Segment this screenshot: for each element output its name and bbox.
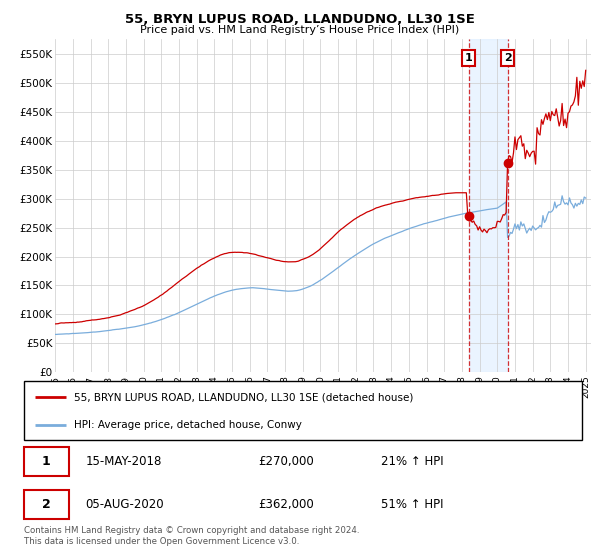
- Text: HPI: Average price, detached house, Conwy: HPI: Average price, detached house, Conw…: [74, 420, 302, 430]
- Text: 1: 1: [42, 455, 50, 468]
- Text: 2: 2: [42, 498, 50, 511]
- Text: 2: 2: [504, 53, 511, 63]
- FancyBboxPatch shape: [24, 447, 68, 475]
- Text: 55, BRYN LUPUS ROAD, LLANDUDNO, LL30 1SE: 55, BRYN LUPUS ROAD, LLANDUDNO, LL30 1SE: [125, 13, 475, 26]
- Text: 15-MAY-2018: 15-MAY-2018: [85, 455, 162, 468]
- Text: 05-AUG-2020: 05-AUG-2020: [85, 498, 164, 511]
- Text: Contains HM Land Registry data © Crown copyright and database right 2024.
This d: Contains HM Land Registry data © Crown c…: [24, 526, 359, 546]
- Text: 55, BRYN LUPUS ROAD, LLANDUDNO, LL30 1SE (detached house): 55, BRYN LUPUS ROAD, LLANDUDNO, LL30 1SE…: [74, 392, 413, 402]
- FancyBboxPatch shape: [24, 491, 68, 519]
- Text: 21% ↑ HPI: 21% ↑ HPI: [381, 455, 444, 468]
- Text: Price paid vs. HM Land Registry’s House Price Index (HPI): Price paid vs. HM Land Registry’s House …: [140, 25, 460, 35]
- Text: £362,000: £362,000: [259, 498, 314, 511]
- Text: 1: 1: [464, 53, 472, 63]
- Text: 51% ↑ HPI: 51% ↑ HPI: [381, 498, 443, 511]
- Bar: [469, 39, 508, 372]
- Text: £270,000: £270,000: [259, 455, 314, 468]
